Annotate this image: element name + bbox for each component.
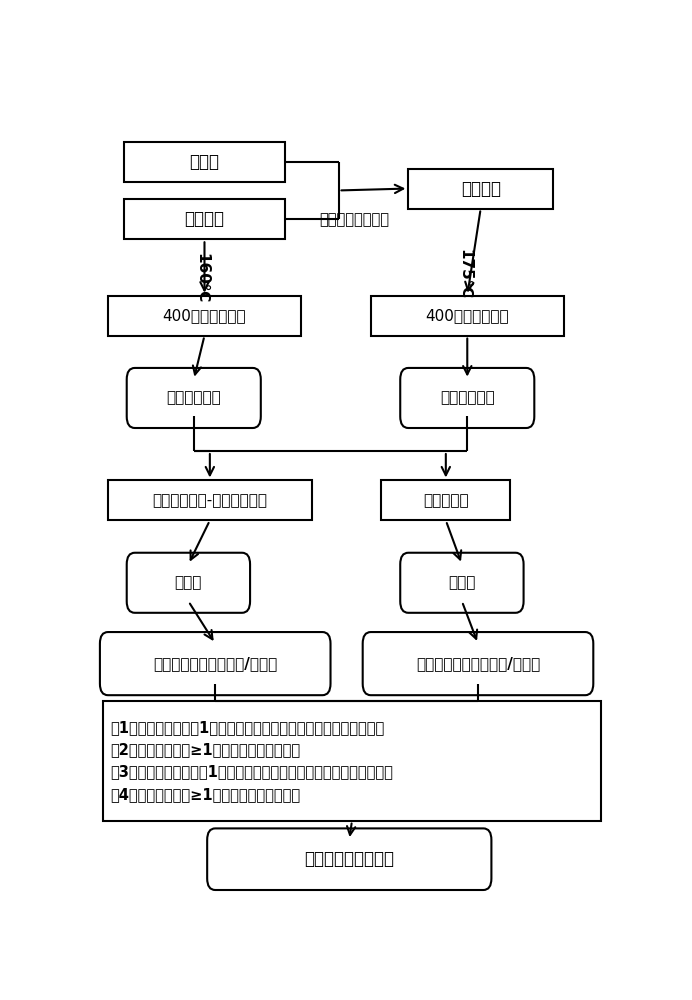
FancyBboxPatch shape	[100, 632, 331, 695]
Text: 橡胶沥青: 橡胶沥青	[461, 180, 501, 198]
FancyBboxPatch shape	[127, 368, 261, 428]
Text: 棒状薄层色谱-氢火焰离子法: 棒状薄层色谱-氢火焰离子法	[152, 493, 267, 508]
Text: （1）某组分差异比＜1，橡胶粉吸附该组分，其值越小，吸附性越强
（2）某组分差异比≥1，橡胶粉未吸附该组分
（3）某分子量差异比＜1，橡胶粉吸附该分子，其值越小: （1）某组分差异比＜1，橡胶粉吸附该组分，其值越小，吸附性越强 （2）某组分差异…	[111, 720, 394, 802]
Text: 筛下：实验组: 筛下：实验组	[440, 390, 495, 405]
FancyBboxPatch shape	[102, 701, 601, 821]
Text: 400目超细圆孔筛: 400目超细圆孔筛	[163, 308, 246, 323]
Text: 原样沥青: 原样沥青	[185, 210, 224, 228]
Text: 橡胶粉吸附偏好排序: 橡胶粉吸附偏好排序	[304, 850, 394, 868]
FancyBboxPatch shape	[408, 169, 553, 209]
Text: 筛下：对照组: 筛下：对照组	[166, 390, 221, 405]
FancyBboxPatch shape	[124, 199, 285, 239]
Text: 分子量: 分子量	[448, 575, 475, 590]
FancyBboxPatch shape	[371, 296, 564, 336]
Text: 四组分差异比：实验组/对照组: 四组分差异比：实验组/对照组	[153, 656, 277, 671]
FancyBboxPatch shape	[400, 368, 534, 428]
Text: 凝胶色谱法: 凝胶色谱法	[423, 493, 468, 508]
Text: 160℃: 160℃	[194, 253, 209, 303]
Text: 四组分: 四组分	[174, 575, 202, 590]
Text: 175℃: 175℃	[457, 249, 472, 299]
FancyBboxPatch shape	[363, 632, 593, 695]
FancyBboxPatch shape	[400, 553, 524, 613]
FancyBboxPatch shape	[127, 553, 250, 613]
Text: 橡胶粉: 橡胶粉	[190, 153, 219, 171]
FancyBboxPatch shape	[124, 142, 285, 182]
FancyBboxPatch shape	[207, 828, 491, 890]
Text: 分子量差异比：实验组/对照组: 分子量差异比：实验组/对照组	[416, 656, 540, 671]
FancyBboxPatch shape	[381, 480, 510, 520]
Text: 400目超细圆孔筛: 400目超细圆孔筛	[426, 308, 509, 323]
FancyBboxPatch shape	[108, 296, 301, 336]
Text: 加热、搅拌、剪切: 加热、搅拌、剪切	[320, 213, 390, 228]
FancyBboxPatch shape	[108, 480, 311, 520]
